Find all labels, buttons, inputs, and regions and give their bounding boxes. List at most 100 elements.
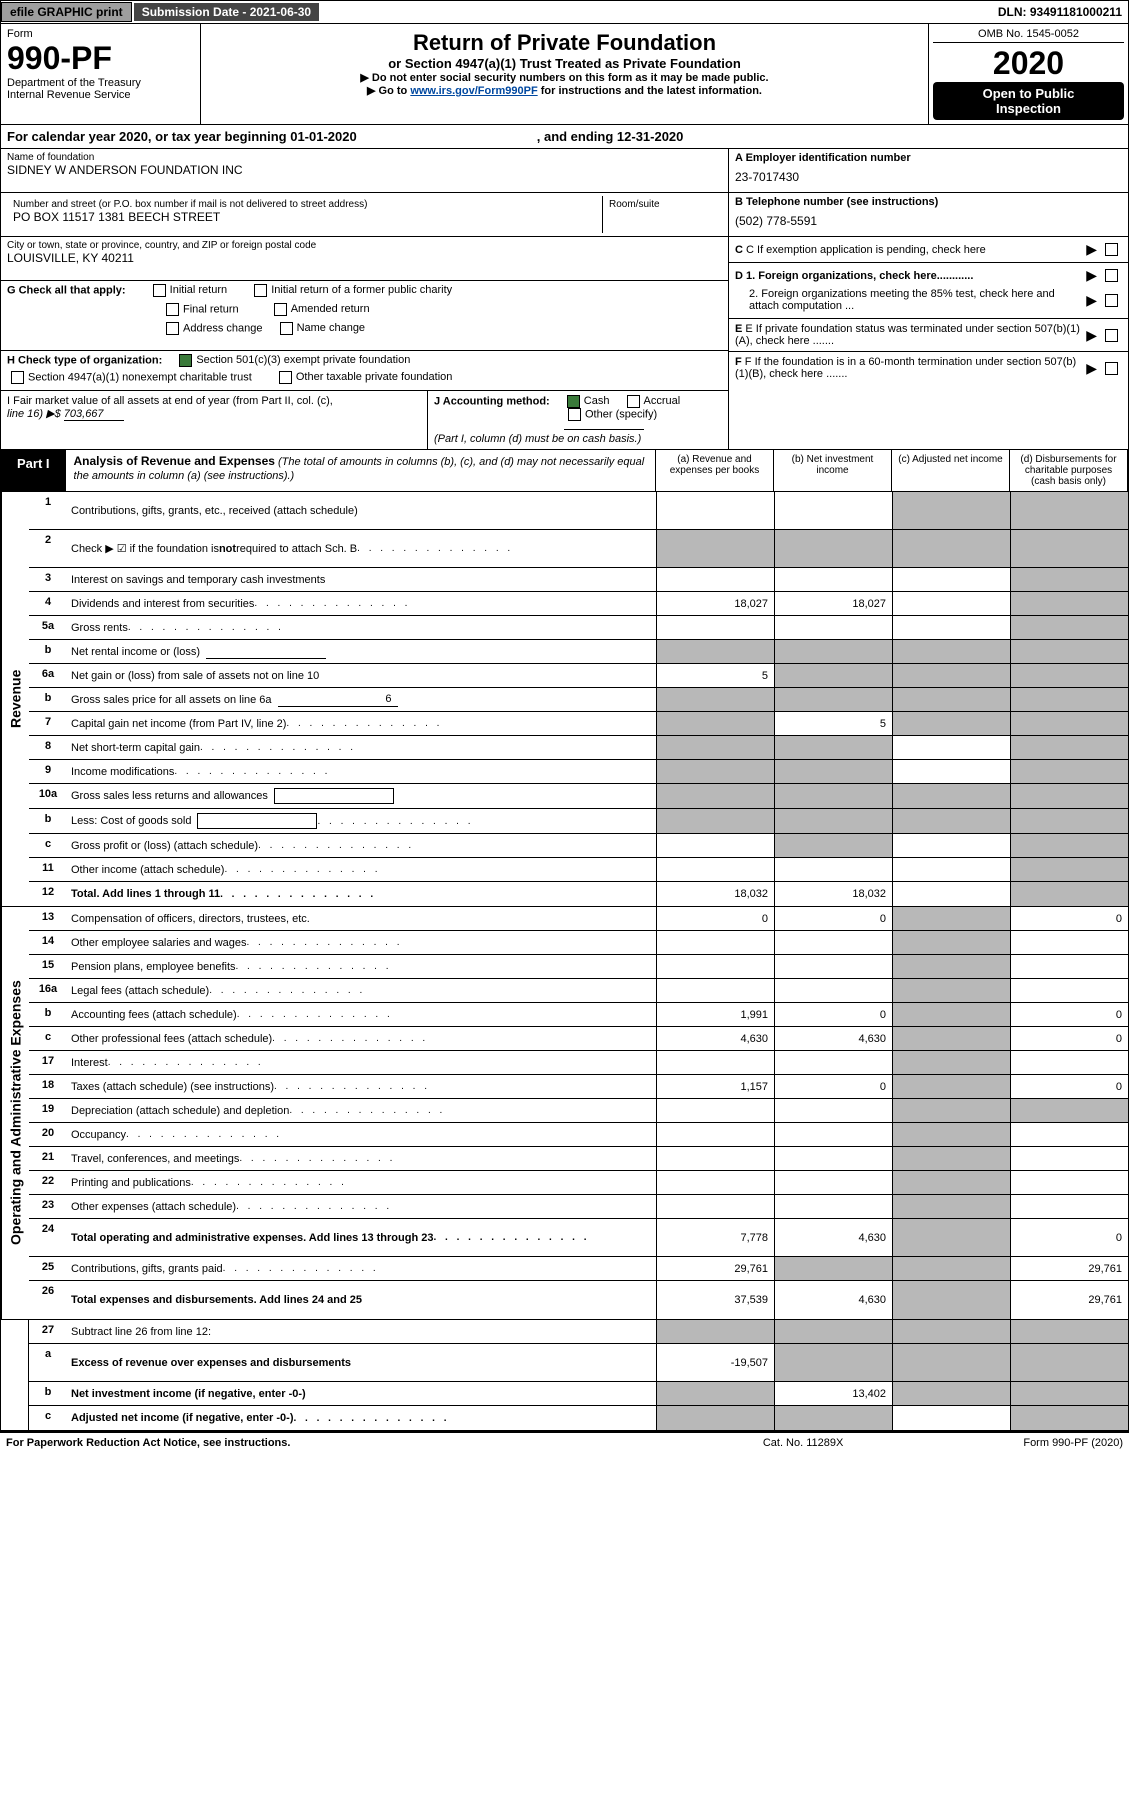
chk-address-change[interactable] xyxy=(166,322,179,335)
row-label: Net short-term capital gain xyxy=(67,736,656,759)
cell-shaded xyxy=(1010,1320,1128,1343)
arrow-icon: ▶ xyxy=(1086,360,1097,377)
cell-shaded xyxy=(656,1320,774,1343)
cell-value: -19,507 xyxy=(656,1344,774,1381)
e-row: E E If private foundation status was ter… xyxy=(729,319,1128,352)
expenses-rows: 13Compensation of officers, directors, t… xyxy=(29,907,1128,1319)
row-label: Adjusted net income (if negative, enter … xyxy=(67,1406,656,1430)
cell-value: 1,991 xyxy=(656,1003,774,1026)
row-b: bGross sales price for all assets on lin… xyxy=(29,688,1128,712)
cell-shaded xyxy=(656,688,774,711)
chk-amended[interactable] xyxy=(274,303,287,316)
row-b: bNet rental income or (loss) xyxy=(29,640,1128,664)
row-19: 19Depreciation (attach schedule) and dep… xyxy=(29,1099,1128,1123)
row-16a: 16aLegal fees (attach schedule) xyxy=(29,979,1128,1003)
cell-shaded xyxy=(656,784,774,808)
cell-shaded xyxy=(656,640,774,663)
chk-final-return[interactable] xyxy=(166,303,179,316)
chk-accrual[interactable] xyxy=(627,395,640,408)
row-5a: 5aGross rents xyxy=(29,616,1128,640)
cell-shaded xyxy=(892,1171,1010,1194)
cell-shaded xyxy=(1010,664,1128,687)
part1-desc: Analysis of Revenue and Expenses (The to… xyxy=(66,450,655,491)
cell-value xyxy=(656,931,774,954)
row-num: b xyxy=(29,640,67,663)
cell-shaded xyxy=(1010,736,1128,759)
cell-shaded xyxy=(892,1320,1010,1343)
j-cash: Cash xyxy=(584,395,610,407)
row-6a: 6aNet gain or (loss) from sale of assets… xyxy=(29,664,1128,688)
row-num: b xyxy=(29,688,67,711)
cell-shaded xyxy=(892,1344,1010,1381)
cell-value xyxy=(1010,1171,1128,1194)
chk-d1[interactable] xyxy=(1105,269,1118,282)
row-9: 9Income modifications xyxy=(29,760,1128,784)
cell-value xyxy=(1010,931,1128,954)
cell-shaded xyxy=(774,688,892,711)
col-d-hdr: (d) Disbursements for charitable purpose… xyxy=(1010,450,1128,491)
row-num: 13 xyxy=(29,907,67,930)
row-27: 27Subtract line 26 from line 12: xyxy=(29,1320,1128,1344)
row-num: 11 xyxy=(29,858,67,881)
row-label: Compensation of officers, directors, tru… xyxy=(67,907,656,930)
cell-shaded xyxy=(892,1123,1010,1146)
chk-4947[interactable] xyxy=(11,371,24,384)
cell-value xyxy=(656,1171,774,1194)
g-o2: Initial return of a former public charit… xyxy=(271,284,452,296)
cell-value xyxy=(656,955,774,978)
c-label: C If exemption application is pending, c… xyxy=(746,244,986,256)
cell-shaded xyxy=(892,809,1010,833)
cell-shaded xyxy=(1010,1406,1128,1430)
dept-irs: Internal Revenue Service xyxy=(7,89,194,101)
row-num: 5a xyxy=(29,616,67,639)
instructions-link[interactable]: www.irs.gov/Form990PF xyxy=(410,85,537,97)
cell-shaded xyxy=(774,1320,892,1343)
chk-501c3[interactable] xyxy=(179,354,192,367)
chk-d2[interactable] xyxy=(1105,294,1118,307)
chk-other-method[interactable] xyxy=(568,408,581,421)
efile-print-button[interactable]: efile GRAPHIC print xyxy=(1,2,132,22)
cell-value: 4,630 xyxy=(774,1219,892,1256)
row-label: Other income (attach schedule) xyxy=(67,858,656,881)
chk-cash[interactable] xyxy=(567,395,580,408)
row-label: Dividends and interest from securities xyxy=(67,592,656,615)
chk-c[interactable] xyxy=(1105,243,1118,256)
cell-value xyxy=(1010,955,1128,978)
row-num: 9 xyxy=(29,760,67,783)
form-note-2: ▶ Go to www.irs.gov/Form990PF for instru… xyxy=(207,84,922,97)
identity-right: A Employer identification number 23-7017… xyxy=(728,149,1128,449)
chk-name-change[interactable] xyxy=(280,322,293,335)
row-11: 11Other income (attach schedule) xyxy=(29,858,1128,882)
a-label: A Employer identification number xyxy=(735,152,911,164)
cell-shaded xyxy=(1010,809,1128,833)
row-22: 22Printing and publications xyxy=(29,1171,1128,1195)
row-num: 21 xyxy=(29,1147,67,1170)
row-26: 26Total expenses and disbursements. Add … xyxy=(29,1281,1128,1319)
f-row: F F If the foundation is in a 60-month t… xyxy=(729,352,1128,384)
row-b: bNet investment income (if negative, ent… xyxy=(29,1382,1128,1406)
j-label: J Accounting method: xyxy=(434,395,550,407)
chk-f[interactable] xyxy=(1105,362,1118,375)
revenue-section: Revenue 1Contributions, gifts, grants, e… xyxy=(0,492,1129,907)
note2-post: for instructions and the latest informat… xyxy=(538,85,762,97)
cell-value xyxy=(892,1406,1010,1430)
b-label: B Telephone number (see instructions) xyxy=(735,196,938,208)
chk-e[interactable] xyxy=(1105,329,1118,342)
chk-initial-former[interactable] xyxy=(254,284,267,297)
cell-value xyxy=(656,1123,774,1146)
cell-value xyxy=(656,1147,774,1170)
cell-shaded xyxy=(1010,882,1128,906)
cell-value: 0 xyxy=(1010,1075,1128,1098)
chk-other-taxable[interactable] xyxy=(279,371,292,384)
cell-shaded xyxy=(656,760,774,783)
footer-catno: Cat. No. 11289X xyxy=(763,1437,844,1449)
cell-value xyxy=(656,858,774,881)
row-b: bLess: Cost of goods sold xyxy=(29,809,1128,834)
row-num: 16a xyxy=(29,979,67,1002)
note2-pre: ▶ Go to xyxy=(367,85,410,97)
row-label: Printing and publications xyxy=(67,1171,656,1194)
cell-shaded xyxy=(1010,784,1128,808)
row-num: b xyxy=(29,1382,67,1405)
chk-initial-return[interactable] xyxy=(153,284,166,297)
cell-shaded xyxy=(656,736,774,759)
